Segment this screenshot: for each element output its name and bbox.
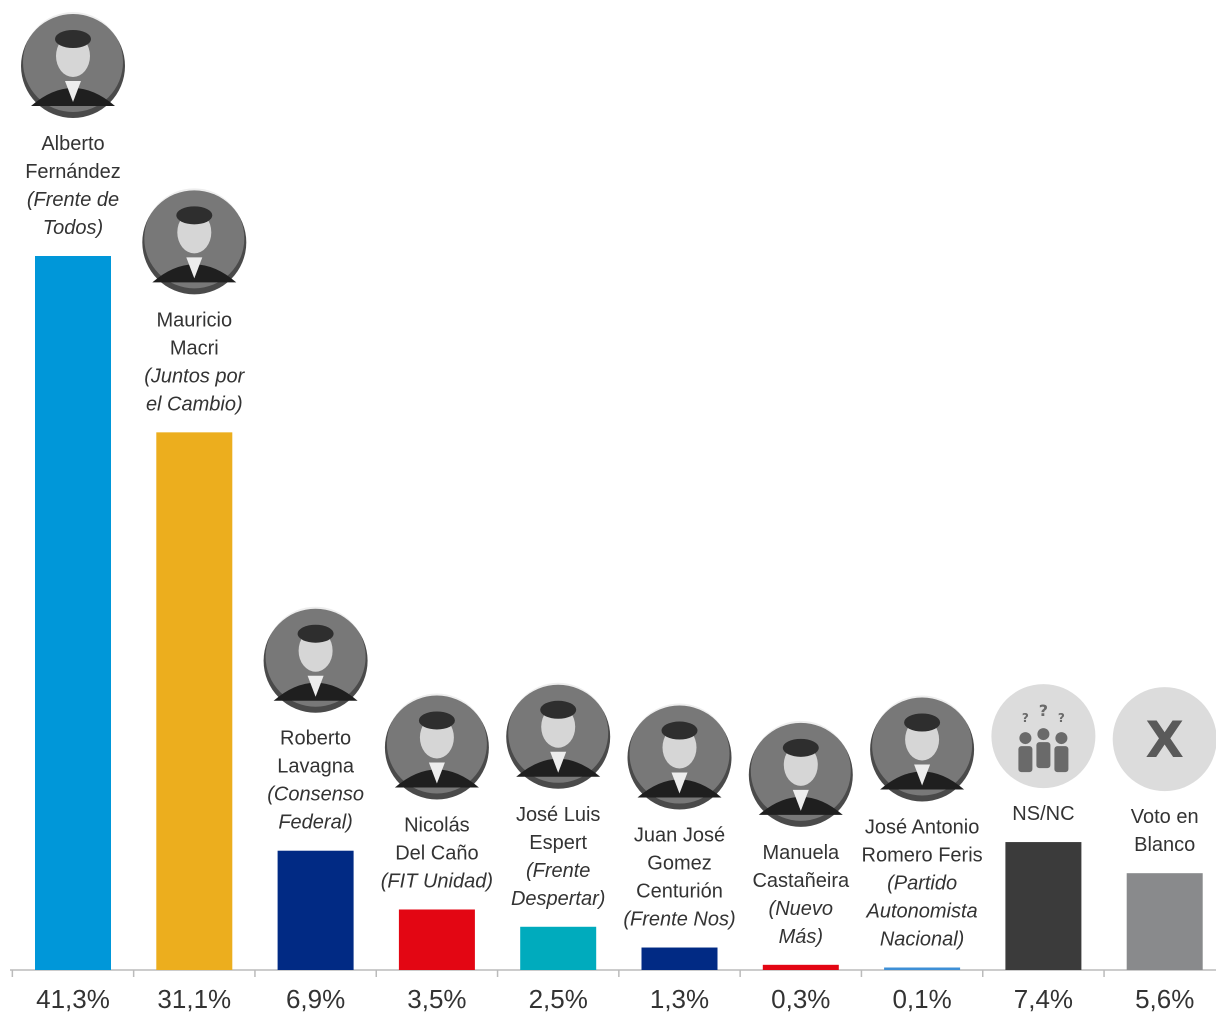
x-axis-ticks <box>11 970 1105 977</box>
candidate-party: Todos) <box>43 217 103 239</box>
value-label: 3,5% <box>407 984 466 1014</box>
candidate-name: Blanco <box>1134 834 1195 856</box>
bar <box>520 926 597 970</box>
candidate-party: Federal) <box>278 812 352 834</box>
portrait-photo <box>627 703 732 810</box>
candidate-name: Juan José <box>634 825 725 847</box>
candidate-name: Gomez <box>647 853 711 875</box>
x-icon: X <box>1112 687 1216 792</box>
candidate-party: (Frente Nos) <box>623 909 735 931</box>
value-label: 2,5% <box>529 984 588 1014</box>
bar <box>156 432 233 970</box>
candidate-name: Alberto <box>41 133 104 155</box>
candidate-name: Romero Feris <box>862 845 983 867</box>
candidate-party: (Consenso <box>267 784 364 806</box>
candidate-party: Autonomista <box>866 901 978 923</box>
candidate-party: (Nuevo <box>769 898 833 920</box>
candidate-name: José Luis <box>516 804 601 826</box>
candidate-name: NS/NC <box>1012 803 1074 825</box>
bar <box>1005 842 1082 970</box>
value-label: 5,6% <box>1135 984 1194 1014</box>
people-question-icon: ??? <box>991 684 1096 789</box>
candidate-party: el Cambio) <box>146 393 243 415</box>
candidate-party: (FIT Unidad) <box>381 870 493 892</box>
candidate-name: José Antonio <box>865 817 980 839</box>
candidate-party: Despertar) <box>511 888 605 910</box>
candidate-party: (Frente <box>526 860 590 882</box>
candidate-labels-group: Alberto Fernández (Frente de Todos) Mauricio… <box>25 133 1198 951</box>
portrait-photo <box>506 682 611 789</box>
candidate-party: (Partido <box>887 873 957 895</box>
bar <box>884 967 961 970</box>
portrait-photo <box>748 720 853 827</box>
candidate-party: Nacional) <box>880 929 964 951</box>
value-label: 41,3% <box>36 984 110 1014</box>
candidate-party: Más) <box>779 926 823 948</box>
candidate-name: Manuela <box>762 842 840 864</box>
bar <box>762 964 839 970</box>
candidate-name: Fernández <box>25 161 121 183</box>
bar <box>641 947 718 970</box>
candidate-name: Mauricio <box>157 309 233 331</box>
candidate-name: Macri <box>170 337 219 359</box>
candidate-name: Espert <box>529 832 587 854</box>
value-label: 1,3% <box>650 984 709 1014</box>
x-icon-glyph: X <box>1145 711 1184 769</box>
candidate-name: Lavagna <box>277 756 355 778</box>
portrait-photo <box>142 188 247 295</box>
candidate-name: Voto en <box>1131 806 1199 828</box>
candidate-name: Del Caño <box>395 842 478 864</box>
value-label: 6,9% <box>286 984 345 1014</box>
svg-text:?: ? <box>1039 701 1048 720</box>
portrait-photo <box>21 12 125 118</box>
candidate-icons-group: ??? X <box>21 12 1216 827</box>
portrait-photo <box>870 695 975 802</box>
bar <box>398 909 475 970</box>
portrait-photo <box>263 606 368 713</box>
portrait-photo <box>384 693 489 800</box>
value-label: 0,3% <box>771 984 830 1014</box>
value-label: 7,4% <box>1014 984 1073 1014</box>
svg-text:?: ? <box>1058 711 1065 725</box>
bars-group <box>35 256 1203 970</box>
bar <box>35 256 111 970</box>
candidate-name: Castañeira <box>752 870 850 892</box>
bar <box>277 850 354 970</box>
value-label: 31,1% <box>157 984 231 1014</box>
candidate-name: Nicolás <box>404 814 470 836</box>
value-labels-group: 41,3% 31,1% 6,9% 3,5% 2,5% 1,3% 0,3% 0,1% 7,4% 5,… <box>36 984 1194 1014</box>
candidate-party: (Frente de <box>27 189 119 211</box>
bar <box>1126 873 1203 970</box>
value-label: 0,1% <box>892 984 951 1014</box>
candidate-name: Centurión <box>636 881 723 903</box>
candidate-name: Roberto <box>280 728 351 750</box>
svg-text:?: ? <box>1022 711 1029 725</box>
candidate-party: (Juntos por <box>144 365 245 387</box>
